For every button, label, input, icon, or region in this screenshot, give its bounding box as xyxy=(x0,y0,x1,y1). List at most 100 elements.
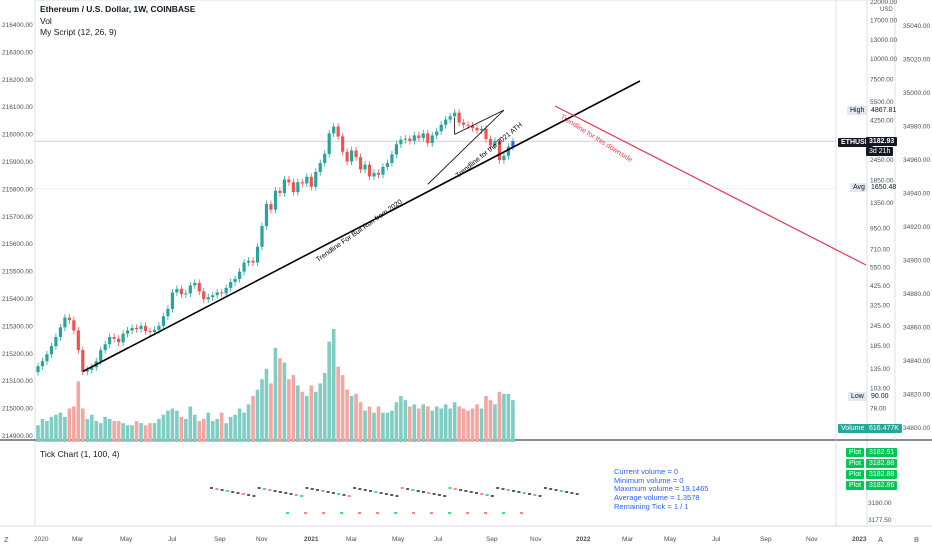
plot-value-1: 3182.91 xyxy=(866,448,898,457)
volume-bar xyxy=(94,421,99,442)
avg-value: 1650.48 xyxy=(871,184,897,191)
auto-scale-button[interactable]: A xyxy=(878,535,884,544)
volume-bar xyxy=(421,404,426,442)
left-axis-label: 215300.00 xyxy=(2,323,33,330)
volume-bar xyxy=(439,408,443,442)
volume-value-tag: 616.477K xyxy=(866,424,902,433)
volume-bar xyxy=(417,408,421,442)
volume-bar xyxy=(336,366,340,442)
volume-bar xyxy=(166,410,170,442)
volume-bar xyxy=(497,391,502,442)
volume-bar xyxy=(484,395,488,442)
ath-trendline xyxy=(427,109,505,185)
candle-body xyxy=(224,287,228,294)
volume-bar xyxy=(318,383,323,442)
volume-bar xyxy=(107,418,112,442)
candle-body xyxy=(273,190,278,210)
subpane-title[interactable]: Tick Chart (1, 100, 4) xyxy=(40,449,120,459)
bars-button[interactable]: B xyxy=(914,535,920,544)
left-axis-label: 216400.00 xyxy=(2,22,33,29)
x-axis-label: Sep xyxy=(214,536,226,543)
price-axis-unit: USD xyxy=(880,7,893,13)
volume-bar xyxy=(412,404,417,442)
volume-bar xyxy=(452,402,457,442)
script-label[interactable]: My Script (12, 26, 9) xyxy=(40,27,117,37)
volume-bar xyxy=(193,414,197,442)
price-axis-label: 13000.00 xyxy=(870,37,897,44)
candle-body xyxy=(211,295,215,298)
candle-body xyxy=(399,139,403,145)
x-axis-label: 2021 xyxy=(304,536,319,543)
volume-bar xyxy=(49,416,54,442)
left-axis-label: 215000.00 xyxy=(2,406,33,413)
volume-bar xyxy=(403,400,408,442)
volume-bar xyxy=(479,408,484,442)
left-axis-label: 215500.00 xyxy=(2,269,33,276)
volume-bar xyxy=(313,391,318,442)
far-axis-label: 35040.00 xyxy=(903,23,930,30)
volume-bar xyxy=(381,412,385,442)
left-axis-label: 216200.00 xyxy=(2,77,33,84)
volume-bar xyxy=(112,421,116,442)
volume-bar xyxy=(434,406,439,442)
candle-body xyxy=(345,151,349,162)
volume-bar xyxy=(242,412,246,442)
volume-bar xyxy=(367,406,372,442)
candle-body xyxy=(161,316,166,326)
x-axis-label: 2022 xyxy=(576,536,591,543)
candle-body xyxy=(238,271,242,279)
volume-bar xyxy=(63,416,67,442)
candle-body xyxy=(143,325,148,332)
high-value: 4867.81 xyxy=(871,107,897,114)
volume-bar xyxy=(408,406,412,442)
volume-bar xyxy=(475,404,479,442)
x-axis-label: Jul xyxy=(434,536,443,543)
volume-bar xyxy=(340,375,345,442)
volume-bar xyxy=(36,425,40,442)
candle-body xyxy=(323,153,327,164)
candle-body xyxy=(403,138,407,140)
volume-bar xyxy=(358,402,363,442)
price-axis-label: 1850.00 xyxy=(870,177,894,184)
volume-bar xyxy=(349,395,354,442)
volume-bar xyxy=(390,410,394,442)
price-axis-label: 17000.00 xyxy=(870,18,897,25)
price-axis-label: 78.00 xyxy=(870,405,887,412)
volume-bars xyxy=(36,329,515,442)
volume-bar xyxy=(116,421,121,442)
volume-bar xyxy=(228,416,233,442)
candle-body xyxy=(72,320,76,331)
candle-body xyxy=(152,329,157,333)
far-axis-label: 34840.00 xyxy=(903,358,930,365)
candle-body xyxy=(430,135,434,144)
vol-label[interactable]: Vol xyxy=(40,16,52,26)
candle-body xyxy=(99,350,103,362)
stat-average-volume: Average volume = 1.3578 xyxy=(614,493,700,503)
downside-trendline-label: Trendline for this downside xyxy=(559,114,634,164)
volume-bar xyxy=(143,425,148,442)
x-axis-label: May xyxy=(120,536,133,543)
stat-minimum-volume: Minimum volume = 0 xyxy=(614,475,684,485)
volume-bar xyxy=(224,423,228,442)
bull-trendline-label: Trendline For Bull Run from 2020 xyxy=(315,199,404,264)
left-axis-label: 216300.00 xyxy=(2,49,33,56)
volume-bar xyxy=(264,368,269,442)
ath-trendline-label: Trendline for the 2021 ATH xyxy=(455,122,524,180)
volume-bar xyxy=(385,412,390,442)
volume-bar xyxy=(394,402,399,442)
timezone-button[interactable]: Z xyxy=(4,535,9,544)
candles xyxy=(36,109,515,376)
left-axis-label: 215800.00 xyxy=(2,186,33,193)
far-axis-label: 34920.00 xyxy=(903,224,930,231)
candle-body xyxy=(108,336,112,345)
far-axis-label: 34880.00 xyxy=(903,291,930,298)
volume-bar xyxy=(89,414,94,442)
candle-body xyxy=(67,317,71,321)
low-label: Low xyxy=(848,392,867,401)
x-axis-label: Sep xyxy=(760,536,772,543)
volume-bar xyxy=(184,418,188,442)
volume-bar xyxy=(206,412,211,442)
volume-bar xyxy=(233,414,237,442)
candle-body xyxy=(45,354,49,362)
